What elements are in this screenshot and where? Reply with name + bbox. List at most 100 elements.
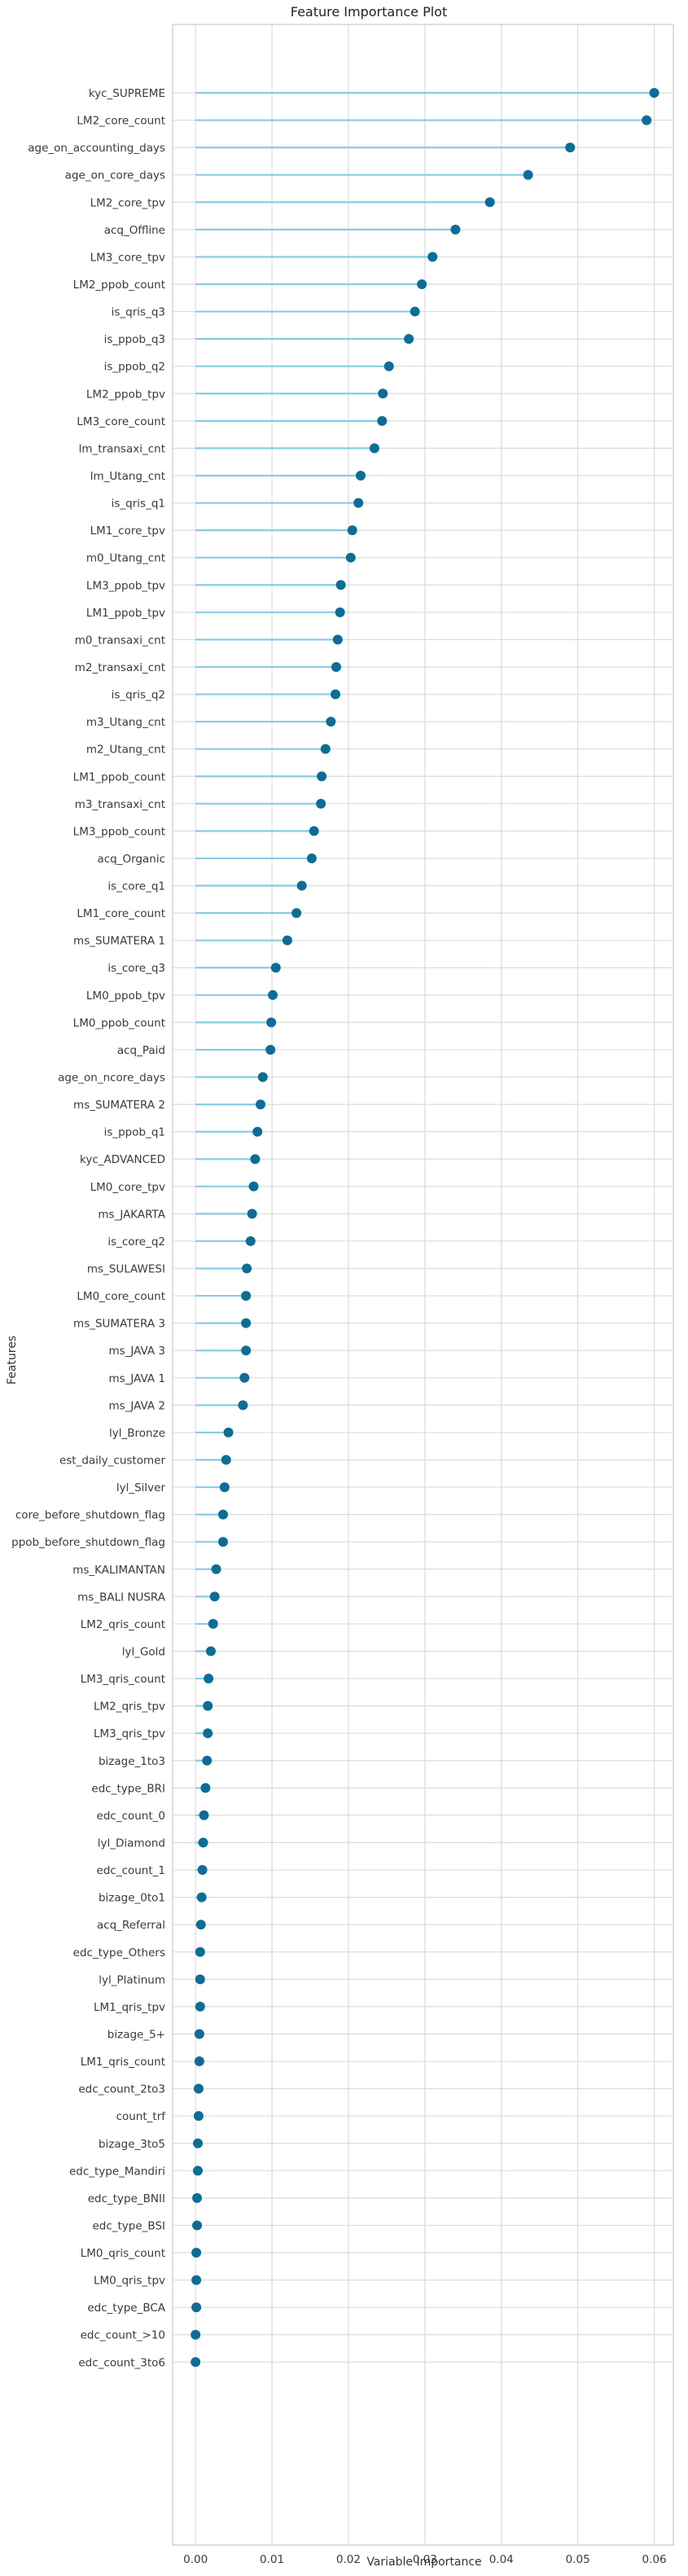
feature-label: bizage_0to1 xyxy=(99,1892,165,1905)
feature-label: is_qris_q1 xyxy=(112,498,165,511)
feature-label: lm_transaxi_cnt xyxy=(79,442,165,455)
importance-marker xyxy=(296,880,307,891)
feature-label: LM1_ppob_count xyxy=(73,770,165,783)
feature-label: is_ppob_q3 xyxy=(104,333,165,346)
feature-label: LM0_core_count xyxy=(77,1290,165,1303)
markers xyxy=(191,88,660,2368)
feature-label: acq_Referral xyxy=(97,1919,165,1932)
importance-marker xyxy=(217,1537,228,1547)
feature-label: edc_count_>10 xyxy=(81,2329,165,2342)
y-axis-title: Features xyxy=(6,1336,19,1385)
feature-label: is_core_q1 xyxy=(107,880,165,893)
importance-marker xyxy=(191,2302,202,2313)
feature-label: acq_Paid xyxy=(117,1044,165,1057)
importance-marker xyxy=(241,1291,252,1301)
feature-label: LM1_core_count xyxy=(77,907,165,920)
importance-marker xyxy=(192,2166,203,2176)
importance-marker xyxy=(270,963,281,973)
importance-marker xyxy=(450,224,461,235)
importance-marker xyxy=(241,1345,252,1356)
feature-label: LM3_core_tpv xyxy=(90,251,165,264)
feature-label: edc_count_0 xyxy=(97,1810,165,1823)
feature-label: is_ppob_q2 xyxy=(104,361,165,374)
feature-label: ms_SUMATERA 2 xyxy=(73,1099,165,1112)
feature-label: is_core_q3 xyxy=(107,962,165,975)
importance-marker xyxy=(335,607,345,617)
feature-label: LM0_ppob_count xyxy=(73,1016,165,1029)
importance-marker xyxy=(326,717,336,727)
feature-label: lyl_Gold xyxy=(122,1645,165,1658)
importance-marker xyxy=(192,2138,203,2148)
importance-marker xyxy=(209,1591,220,1602)
feature-label: ppob_before_shutdown_flag xyxy=(11,1536,165,1549)
importance-marker xyxy=(194,2056,204,2067)
importance-marker xyxy=(205,1646,216,1657)
feature-label: LM2_core_tpv xyxy=(90,196,165,209)
importance-marker xyxy=(332,634,343,645)
importance-marker xyxy=(404,334,414,344)
feature-label: m2_transaxi_cnt xyxy=(75,661,165,674)
importance-marker xyxy=(196,1892,207,1902)
x-tick-labels: 0.00 0.01 0.02 0.03 0.04 0.05 0.06 xyxy=(183,2553,666,2566)
feature-label: LM3_ppob_tpv xyxy=(86,579,165,592)
importance-marker xyxy=(204,1674,214,1684)
feature-label: LM1_qris_tpv xyxy=(94,2001,165,2014)
feature-label: age_on_core_days xyxy=(65,169,165,182)
x-tick-label: 0.05 xyxy=(566,2553,590,2566)
feature-label: ms_JAVA 2 xyxy=(108,1399,165,1412)
feature-label: edc_type_Others xyxy=(73,1946,165,1959)
feature-label: LM2_ppob_count xyxy=(73,279,165,292)
importance-marker xyxy=(378,388,388,399)
importance-marker xyxy=(306,853,317,863)
stems xyxy=(195,91,655,2309)
feature-label: edc_type_BCA xyxy=(87,2302,165,2315)
feature-label: LM0_ppob_tpv xyxy=(86,990,165,1003)
importance-marker xyxy=(331,661,341,672)
feature-label: acq_Organic xyxy=(97,853,165,866)
x-axis-title: Variable Importance xyxy=(366,2556,481,2569)
feature-label: core_before_shutdown_flag xyxy=(15,1509,165,1522)
importance-marker xyxy=(369,443,379,454)
feature-label: LM3_qris_count xyxy=(81,1673,165,1686)
feature-label: kyc_ADVANCED xyxy=(80,1153,165,1166)
importance-marker xyxy=(484,197,495,208)
importance-marker xyxy=(221,1455,231,1465)
importance-marker xyxy=(316,798,326,809)
importance-marker xyxy=(347,525,357,536)
importance-marker xyxy=(383,361,394,371)
feature-label: lyl_Diamond xyxy=(98,1837,165,1850)
chart-title: Feature Importance Plot xyxy=(291,4,447,20)
importance-marker xyxy=(317,771,327,782)
x-tick-label: 0.00 xyxy=(183,2553,208,2566)
feature-label: m0_Utang_cnt xyxy=(86,552,165,565)
importance-marker xyxy=(195,1946,205,1957)
feature-label: ms_JAVA 3 xyxy=(108,1345,165,1358)
feature-label: lyl_Platinum xyxy=(99,1973,165,1986)
importance-marker xyxy=(195,1920,206,1930)
feature-label: age_on_ncore_days xyxy=(58,1072,165,1085)
feature-label: ms_JAKARTA xyxy=(98,1208,165,1221)
importance-marker xyxy=(191,2275,202,2285)
importance-marker xyxy=(252,1126,263,1137)
feature-label: is_qris_q2 xyxy=(112,689,165,702)
importance-marker xyxy=(320,744,331,754)
importance-marker xyxy=(192,2220,203,2231)
plot-frame xyxy=(172,24,674,2546)
feature-label: LM0_core_tpv xyxy=(90,1181,165,1194)
x-tick-label: 0.04 xyxy=(489,2553,514,2566)
importance-marker xyxy=(642,115,652,125)
importance-marker xyxy=(200,1783,211,1793)
feature-labels: kyc_SUPREME LM2_core_count age_on_accounti… xyxy=(11,87,166,2369)
feature-label: ms_SUMATERA 1 xyxy=(73,935,165,948)
importance-marker xyxy=(217,1509,228,1520)
importance-marker xyxy=(282,935,292,946)
importance-marker xyxy=(427,252,438,262)
importance-marker xyxy=(208,1618,218,1629)
importance-marker xyxy=(335,580,346,590)
importance-marker xyxy=(211,1564,221,1574)
feature-label: LM0_qris_count xyxy=(81,2247,165,2260)
importance-marker xyxy=(291,908,302,919)
feature-label: ms_JAVA 1 xyxy=(108,1372,165,1385)
importance-marker xyxy=(255,1099,265,1110)
